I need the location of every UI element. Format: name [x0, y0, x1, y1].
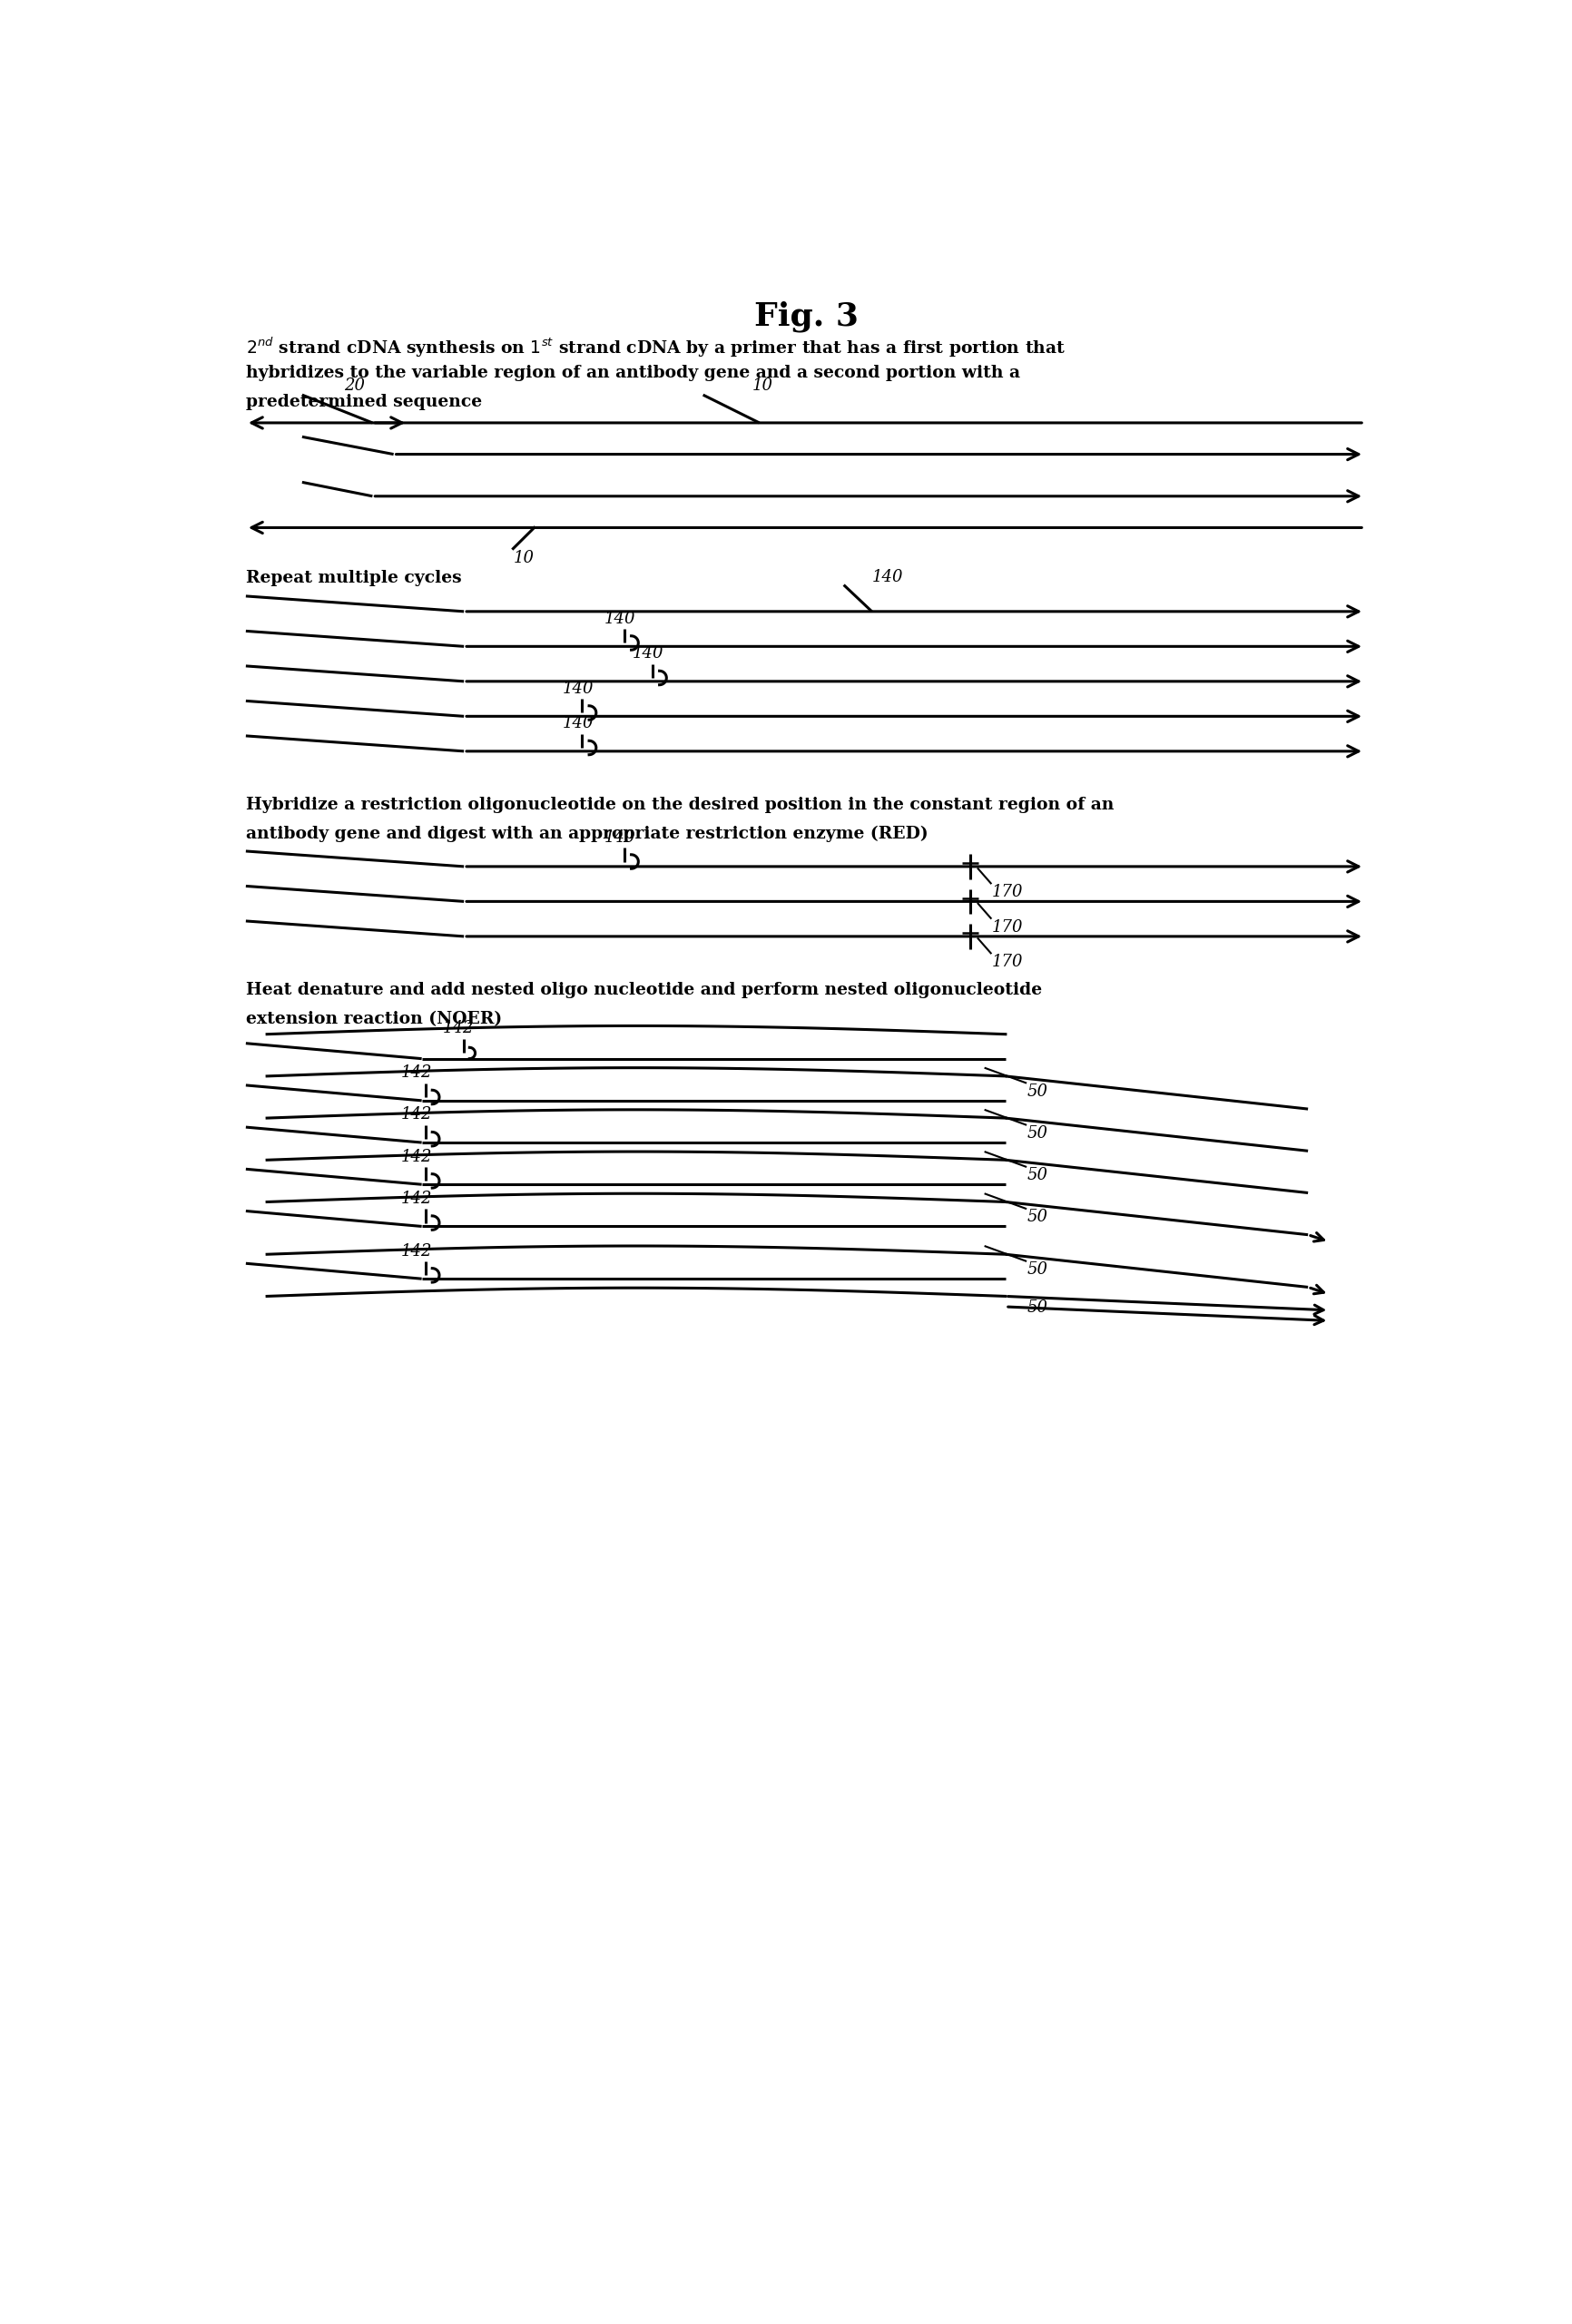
- Text: 140: 140: [563, 716, 593, 732]
- Text: 20: 20: [344, 376, 365, 393]
- Text: 142: 142: [401, 1106, 432, 1122]
- Text: Hybridize a restriction oligonucleotide on the desired position in the constant : Hybridize a restriction oligonucleotide …: [245, 797, 1113, 813]
- Text: Repeat multiple cycles: Repeat multiple cycles: [245, 569, 461, 586]
- Text: Heat denature and add nested oligo nucleotide and perform nested oligonucleotide: Heat denature and add nested oligo nucle…: [245, 981, 1041, 997]
- Text: 140: 140: [632, 646, 663, 662]
- Text: 142: 142: [401, 1243, 432, 1260]
- Text: 142: 142: [443, 1020, 473, 1037]
- Text: 170: 170: [990, 953, 1022, 969]
- Text: $2^{nd}$ strand cDNA synthesis on $1^{st}$ strand cDNA by a primer that has a fi: $2^{nd}$ strand cDNA synthesis on $1^{st…: [245, 335, 1064, 360]
- Text: 140: 140: [604, 611, 635, 627]
- Text: 140: 140: [563, 681, 593, 697]
- Text: 10: 10: [751, 376, 773, 393]
- Text: 170: 170: [990, 883, 1022, 899]
- Text: Fig. 3: Fig. 3: [753, 300, 858, 332]
- Text: 10: 10: [512, 551, 534, 567]
- Text: 50: 50: [1027, 1208, 1047, 1225]
- Text: antibody gene and digest with an appropriate restriction enzyme (RED): antibody gene and digest with an appropr…: [245, 825, 927, 844]
- Text: 140: 140: [604, 830, 635, 846]
- Text: 50: 50: [1027, 1299, 1047, 1315]
- Text: 50: 50: [1027, 1262, 1047, 1278]
- Text: 170: 170: [990, 918, 1022, 934]
- Text: 142: 142: [401, 1190, 432, 1206]
- Text: 142: 142: [401, 1148, 432, 1164]
- Text: 50: 50: [1027, 1167, 1047, 1183]
- Text: 50: 50: [1027, 1125, 1047, 1141]
- Text: predetermined sequence: predetermined sequence: [245, 395, 481, 411]
- Text: extension reaction (NOER): extension reaction (NOER): [245, 1011, 501, 1027]
- Text: 50: 50: [1027, 1083, 1047, 1099]
- Text: 142: 142: [401, 1064, 432, 1081]
- Text: 140: 140: [871, 569, 902, 586]
- Text: hybridizes to the variable region of an antibody gene and a second portion with : hybridizes to the variable region of an …: [245, 365, 1020, 381]
